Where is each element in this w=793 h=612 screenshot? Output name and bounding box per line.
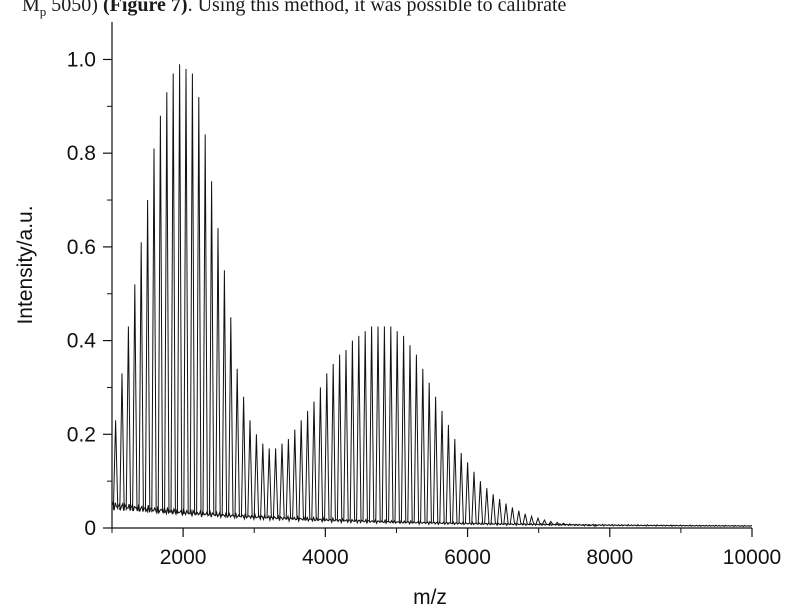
spectrum-peak [394,331,400,523]
spectrum-peak [132,284,138,511]
spectrum-peak [452,438,458,524]
caption-subscript: p [39,4,47,19]
spectrum-peak [183,68,189,515]
spectrum-peak [240,396,247,518]
spectrum-peak [228,317,234,517]
spectrum-peak [253,434,260,518]
x-tick-label: 8000 [586,546,633,569]
spectrum-peak [420,368,426,523]
y-tick-label: 0.6 [67,236,96,259]
spectrum-peak [368,326,375,522]
spectrum-peak [324,373,330,521]
caption-rest: . Using this method, it was possible to … [187,0,567,16]
spectrum-peak [311,401,317,520]
spectrum-peak [298,420,304,520]
x-tick-label: 10000 [723,546,781,569]
spectrum-peak [535,516,541,525]
spectrum-peak [112,420,119,510]
spectrum-peak [221,270,228,517]
y-tick-label: 0.4 [67,330,97,353]
spectrum-peak [304,410,311,520]
spectrum-peak [477,481,484,524]
spectrum-peak [381,326,388,522]
spectrum-peak [490,494,496,524]
spectrum-peak [548,520,554,526]
caption-prefix: M [22,0,40,16]
x-axis-label: m/z [413,586,447,609]
spectrum-peak [330,363,336,521]
spectrum-peak [119,373,125,511]
spectrum-peak [388,326,394,522]
spectrum-peak [247,420,253,518]
spectrum-peak [432,396,439,523]
y-tick-label: 0.8 [67,142,96,165]
spectrum-peak [516,510,522,525]
spectrum-peak [285,438,292,519]
spectrum-peak [138,242,144,512]
spectrum-peak [189,73,196,515]
spectrum-peak [426,382,432,523]
spectrum-peak [202,134,208,516]
spectrum-peak [266,448,272,519]
plot-area [111,64,753,528]
spectrum-peak [554,521,560,526]
spectrum-peak [215,228,221,516]
spectrum-peak [317,387,324,520]
spectrum-peak [464,462,471,524]
spectrum-peak [157,115,164,513]
spectrum-peak [496,498,503,525]
spectrum-peak [356,335,362,522]
y-axis-label: Intensity/a.u. [14,205,37,324]
x-tick-label: 6000 [444,546,491,569]
spectrum-peak [144,199,151,512]
caption-text: Mp 5050) (Figure 7). Using this method, … [22,0,793,24]
spectrum-peak [439,410,445,524]
spectrum-peak [234,368,240,517]
spectrum-peak [445,424,452,524]
y-tick-label: 0 [84,517,96,540]
spectrum-peak [272,448,279,519]
x-tick-label: 4000 [302,546,349,569]
spectrum-peak [471,471,477,524]
spectrum-peak [343,349,349,521]
spectrum-peak [170,73,176,514]
spectrum-peak [407,345,413,523]
spectrum-peak [151,148,157,513]
spectrum-peak [541,518,548,525]
spectrum-peak [208,181,215,516]
spectrum-peak [336,354,343,521]
spectrum-peak [362,331,368,522]
spectrum-peak [522,513,528,525]
spectrum-peak [400,335,407,523]
x-tick-label: 2000 [160,546,207,569]
spectrum-peak [375,326,381,522]
spectrum-peak [509,507,516,525]
spectrum-peak [503,503,509,525]
caption-number: 5050) [46,0,103,16]
spectrum-peak [292,429,298,520]
spectrum-peak [196,96,202,515]
spectrum-peak [176,64,183,514]
axes: 2000 4000 6000 8000 10000 0 0.2 0.4 0.6 0.8 1.0 [67,22,781,569]
y-tick-label: 1.0 [67,48,96,71]
y-tick-label: 0.2 [67,423,96,446]
spectrum-peak [260,443,266,518]
spectrum-peak [413,354,420,523]
spectrum-peak [458,452,464,524]
spectrum-peak [164,92,170,514]
spectrum-peak [279,443,285,519]
baseline-trace [111,500,753,528]
spectrum-peak [484,488,490,524]
spectrum-peak [349,340,356,521]
caption-figure-ref: (Figure 7) [102,0,188,16]
spectrum-peak [528,514,535,525]
spectrum-peak [125,326,132,511]
